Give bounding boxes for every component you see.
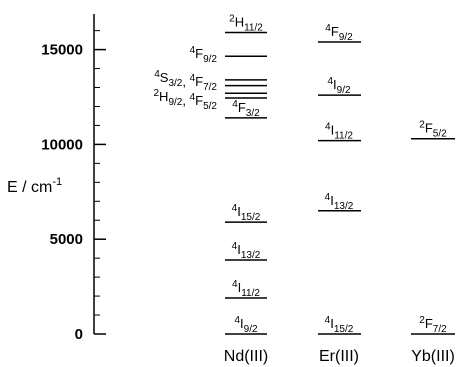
- ion-label: Yb(III): [411, 348, 455, 365]
- energy-level-label: 2F5/2: [419, 120, 447, 140]
- energy-level-label: 4I11/2: [232, 279, 260, 299]
- energy-level-label: 4I15/2: [325, 315, 354, 335]
- y-tick-label: 10000: [41, 136, 83, 153]
- energy-level-label: 4I13/2: [325, 192, 354, 212]
- ion-label: Nd(III): [224, 348, 268, 365]
- y-axis-label-superscript: -1: [52, 176, 62, 188]
- energy-level-label: 4F3/2: [232, 99, 260, 119]
- energy-level-label: 4I15/2: [232, 203, 261, 223]
- energy-level-label: 2H11/2: [229, 14, 263, 34]
- y-axis: 0 5000 10000 15000: [41, 14, 106, 343]
- y-tick-label: 15000: [41, 42, 83, 59]
- energy-level-label: 4I9/2: [327, 76, 351, 96]
- energy-level-label: 4I9/2: [234, 315, 258, 335]
- energy-level-label: 4F9/2: [190, 45, 218, 65]
- energy-levels: 4I9/2 4I11/2 4I13/2 4I15/2 4F3/2 2H9/2, 4F5/2…: [153, 14, 455, 335]
- energy-level-label: 4I11/2: [325, 122, 353, 142]
- energy-level-label: 2H9/2, 4F5/2: [153, 88, 217, 112]
- y-tick-label: 0: [75, 326, 83, 343]
- energy-level-label: 4I13/2: [232, 241, 261, 261]
- energy-level-label: 4F9/2: [325, 23, 353, 43]
- y-tick-label: 5000: [50, 231, 83, 248]
- energy-level-label: 2F7/2: [419, 315, 447, 335]
- y-axis-label: E / cm-1: [7, 176, 62, 196]
- ion-label: Er(III): [319, 348, 359, 365]
- energy-level-label: 4S3/2, 4F7/2: [154, 69, 217, 93]
- ion-labels: Nd(III) Er(III) Yb(III): [224, 348, 455, 365]
